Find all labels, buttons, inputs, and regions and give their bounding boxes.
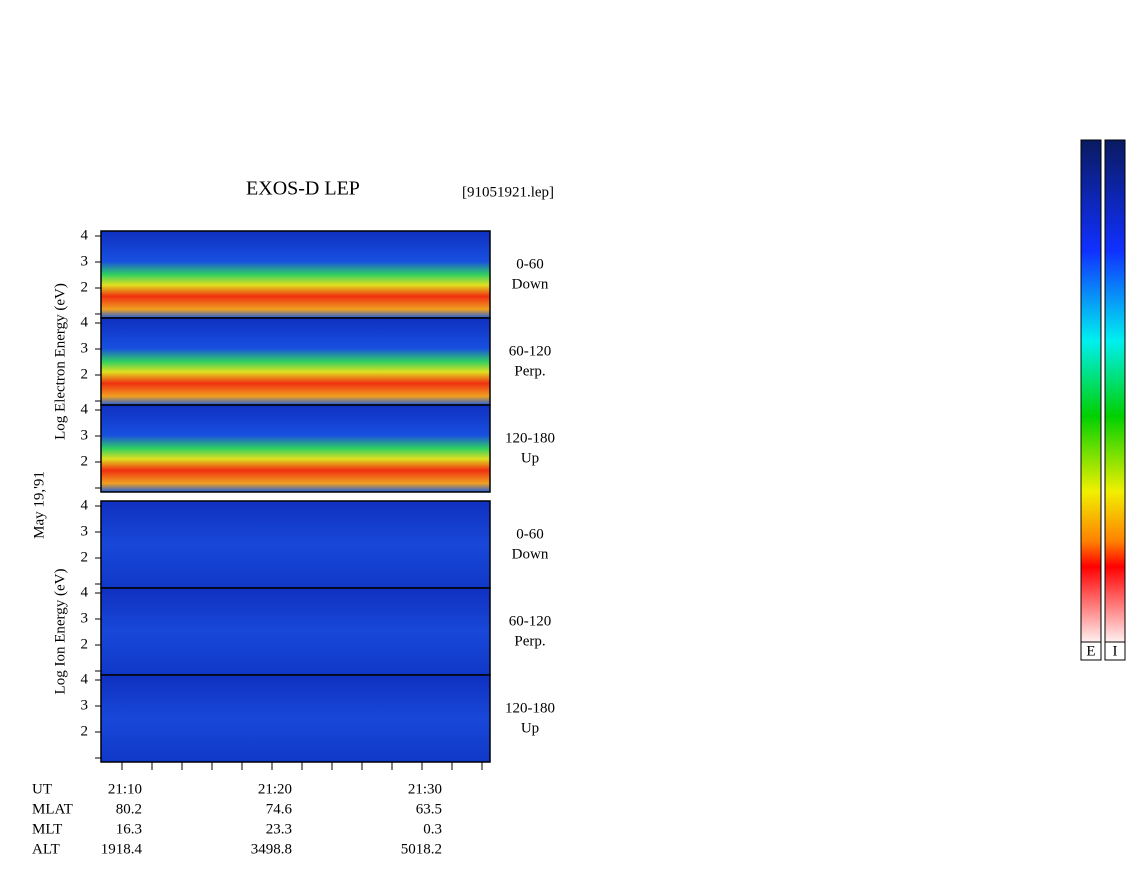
y-tick-label: 4 xyxy=(81,671,89,687)
label-box xyxy=(1104,641,1126,661)
y-tick-label: 4 xyxy=(81,314,89,330)
y-tick-label: 4 xyxy=(81,227,89,243)
y-tick-label: 3 xyxy=(81,697,89,713)
spectrogram-panel xyxy=(100,404,491,493)
y-tick-label: 4 xyxy=(81,497,89,513)
file-name: [91051921.lep] xyxy=(462,184,554,200)
panel-range: 120-180 xyxy=(505,430,555,446)
y-axis-label: Log Electron Energy (eV) xyxy=(52,283,68,440)
ephemeris-value: 5018.2 xyxy=(401,841,442,857)
ephemeris-value: 3498.8 xyxy=(251,841,292,857)
colorbar-i xyxy=(1104,139,1126,643)
y-tick-label: 2 xyxy=(81,549,89,565)
y-tick-label: 2 xyxy=(81,453,89,469)
ephemeris-value: 16.3 xyxy=(116,821,142,837)
row-label: MLAT xyxy=(32,801,73,817)
y-tick-label: 4 xyxy=(81,401,89,417)
ephemeris-value: 74.6 xyxy=(266,801,293,817)
panel-direction: Perp. xyxy=(514,633,545,649)
ephemeris-value: 23.3 xyxy=(266,821,292,837)
ephemeris-value: 80.2 xyxy=(116,801,142,817)
date-label: May 19,'91 xyxy=(31,471,47,539)
y-tick-label: 3 xyxy=(81,523,89,539)
row-label: MLT xyxy=(32,821,62,837)
panel-direction: Down xyxy=(512,546,549,562)
y-tick-label: 3 xyxy=(81,253,89,269)
spectrogram-panel xyxy=(100,587,491,676)
label-box xyxy=(1080,641,1102,661)
x-tick-label: 21:10 xyxy=(108,781,142,797)
y-tick-label: 4 xyxy=(81,584,89,600)
title: EXOS-D LEP xyxy=(246,178,360,200)
colorbar-e xyxy=(1080,139,1102,643)
panel-range: 0-60 xyxy=(516,256,544,272)
panel-range: 120-180 xyxy=(505,700,555,716)
y-tick-label: 3 xyxy=(81,340,89,356)
ephemeris-value: 63.5 xyxy=(416,801,442,817)
colorbar xyxy=(1080,139,1126,661)
row-label: ALT xyxy=(32,841,60,857)
panel-direction: Down xyxy=(512,276,549,292)
colorbar-label: I xyxy=(1113,643,1118,659)
y-tick-label: 3 xyxy=(81,610,89,626)
y-axis-label: Log Ion Energy (eV) xyxy=(52,569,68,695)
spectrogram-panel xyxy=(100,317,491,406)
y-tick-label: 2 xyxy=(81,279,89,295)
ephemeris-value: 0.3 xyxy=(423,821,442,837)
panel-direction: Up xyxy=(521,450,539,466)
y-tick-label: 3 xyxy=(81,427,89,443)
spectrogram-panel xyxy=(100,500,491,589)
y-tick-label: 2 xyxy=(81,723,89,739)
spectrogram-panel xyxy=(100,230,491,319)
panel-range: 60-120 xyxy=(509,613,552,629)
panel-range: 60-120 xyxy=(509,343,552,359)
panel-direction: Up xyxy=(521,720,539,736)
x-tick-label: 21:20 xyxy=(258,781,292,797)
y-tick-label: 2 xyxy=(81,636,89,652)
x-tick-label: 21:30 xyxy=(408,781,442,797)
spectrogram-panel xyxy=(100,674,491,763)
ephemeris-value: 1918.4 xyxy=(101,841,143,857)
panel-range: 0-60 xyxy=(516,526,544,542)
panel-direction: Perp. xyxy=(514,363,545,379)
row-label: UT xyxy=(32,781,52,797)
y-tick-label: 2 xyxy=(81,366,89,382)
colorbar-label: E xyxy=(1086,643,1095,659)
